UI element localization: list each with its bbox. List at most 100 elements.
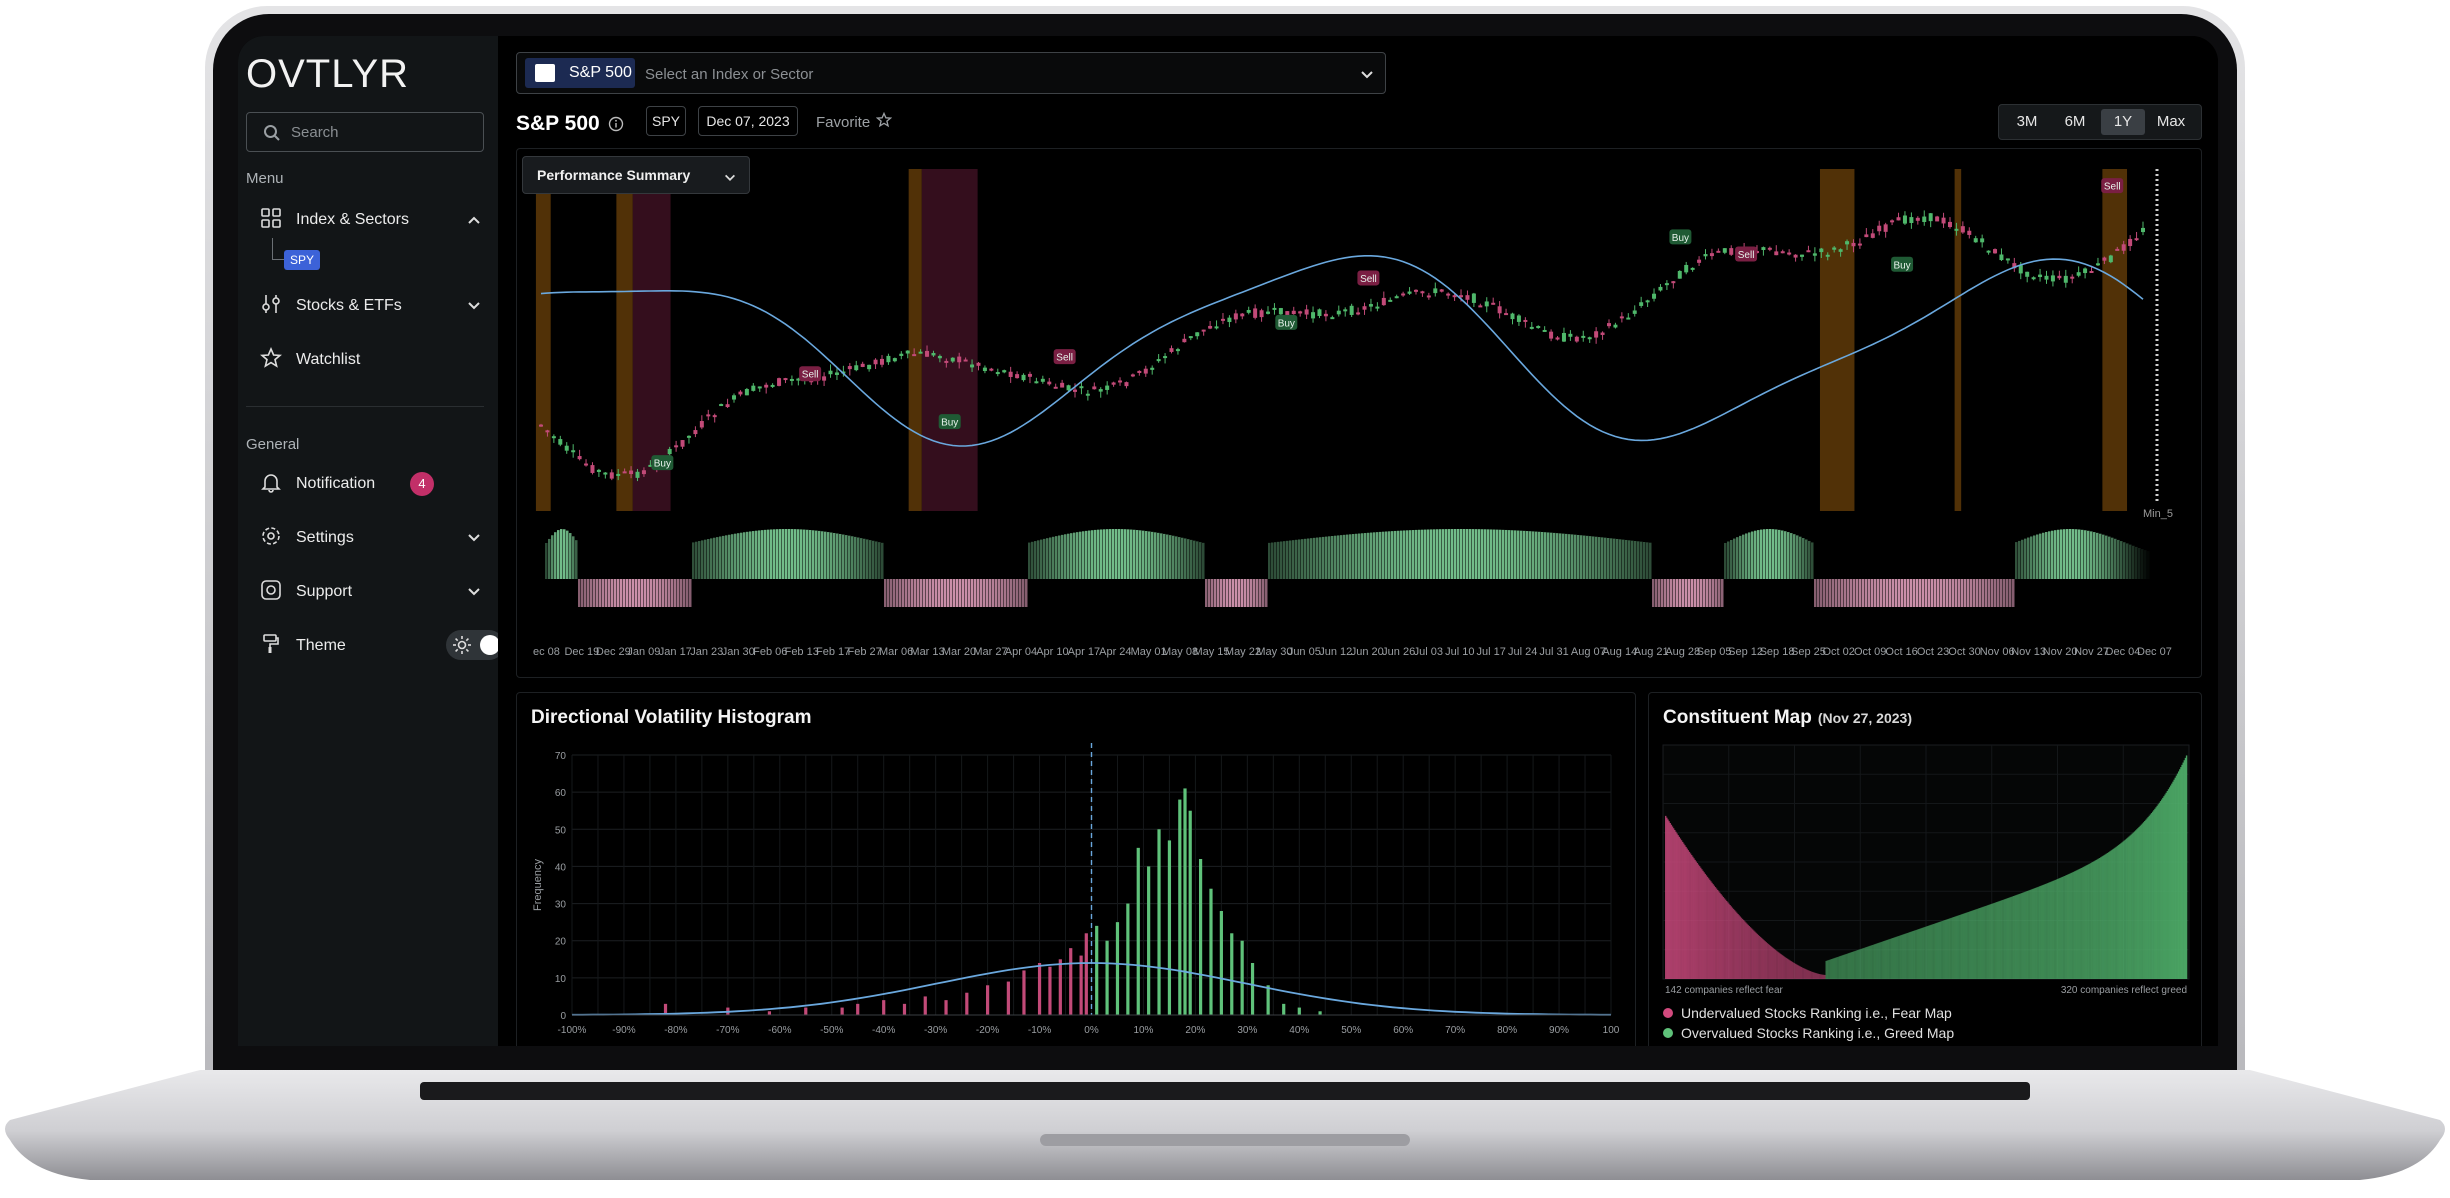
oscillator-bar-negative	[1664, 579, 1667, 607]
histogram-bar	[986, 985, 990, 1015]
x-tick-label: Mar 20	[942, 646, 976, 658]
oscillator-bar-negative	[647, 579, 650, 607]
sidebar-item-support[interactable]: Support	[260, 576, 482, 608]
candle-body	[1729, 248, 1734, 255]
sell-signal-marker[interactable]	[1053, 349, 1076, 365]
oscillator-bar-negative	[1256, 579, 1259, 607]
greed-bar	[2158, 802, 2161, 979]
fear-bar	[1713, 885, 1716, 979]
sidebar-item-watchlist[interactable]: Watchlist	[260, 344, 482, 376]
fear-bar	[1685, 846, 1687, 979]
sidebar-subitem-spy[interactable]: SPY	[284, 250, 320, 270]
candle-body	[1993, 249, 1998, 254]
oscillator-bar-negative	[977, 579, 980, 607]
candle-body	[1368, 304, 1373, 307]
histogram-bar	[1006, 981, 1010, 1015]
candle-body	[1195, 332, 1200, 337]
candle-body	[1471, 293, 1476, 303]
x-tick-label: Feb 06	[753, 646, 787, 658]
theme-toggle[interactable]	[446, 630, 504, 660]
general-label: General	[246, 436, 300, 453]
candle-body	[1227, 317, 1232, 323]
selected-index-chip[interactable]: S&P 500	[525, 58, 635, 88]
sidebar-item-settings[interactable]: Settings	[260, 522, 482, 554]
chevron-down-icon[interactable]	[466, 298, 482, 314]
oscillator-bar-negative	[677, 579, 680, 607]
buy-signal-marker[interactable]	[1275, 314, 1298, 330]
histogram-bar	[1115, 922, 1120, 1015]
candle-body	[1208, 325, 1213, 329]
greed-bar	[1970, 911, 1972, 979]
oscillator-bar-positive	[1457, 529, 1460, 579]
greed-bar	[2184, 757, 2187, 979]
oscillator-bar-positive	[1394, 530, 1397, 579]
candle-body	[1761, 247, 1766, 251]
candle-body	[1439, 289, 1444, 292]
lifebuoy-icon	[261, 580, 281, 600]
oscillator-bar-positive	[875, 541, 878, 579]
oscillator-bar-negative	[1247, 579, 1250, 607]
sell-signal-marker[interactable]	[2101, 178, 2124, 194]
candle-body	[1298, 311, 1303, 314]
range-6m-button[interactable]: 6M	[2064, 113, 2086, 130]
buy-signal-marker[interactable]	[1669, 229, 1692, 245]
search-input[interactable]: Search	[246, 112, 484, 152]
range-max-button[interactable]: Max	[2156, 113, 2186, 130]
fear-bar	[1810, 971, 1813, 979]
oscillator-bar-positive	[1766, 529, 1769, 579]
range-1y-button[interactable]: 1Y	[2101, 109, 2145, 135]
greed-bar	[2037, 886, 2040, 979]
price-chart[interactable]: Buy Sell Buy Sell Buy Sell Buy Sell Buy Sell Min_5…	[517, 149, 2203, 679]
candle-body	[1703, 254, 1708, 257]
greed-bar	[1850, 952, 1852, 979]
oscillator-bar-positive	[1406, 530, 1409, 579]
oscillator-bar-positive	[545, 543, 548, 579]
candle-body	[1812, 253, 1817, 256]
oscillator-bar-positive	[1136, 530, 1139, 579]
fear-bar	[1736, 912, 1738, 979]
sidebar-item-notification[interactable]: Notification 4	[260, 468, 482, 500]
performance-summary-dropdown[interactable]: Performance Summary	[522, 156, 750, 194]
histogram-bar	[1022, 970, 1026, 1015]
favorite-button[interactable]: Favorite	[816, 112, 892, 131]
index-selector[interactable]: S&P 500 Select an Index or Sector	[516, 52, 1386, 94]
histogram-bar	[944, 1000, 948, 1015]
candle-body	[1484, 301, 1489, 307]
chevron-down-icon[interactable]	[1359, 67, 1375, 83]
sidebar-item-index-sectors[interactable]: Index & Sectors	[260, 204, 482, 236]
buy-signal-marker[interactable]	[938, 414, 961, 430]
greed-bar	[2017, 894, 2019, 979]
sell-signal-marker[interactable]	[799, 366, 822, 382]
greed-bar	[1831, 958, 1833, 979]
sell-signal-marker[interactable]	[1357, 270, 1380, 286]
candle-body	[1806, 250, 1811, 253]
histogram-bar	[1219, 911, 1223, 1015]
oscillator-bar-positive	[2117, 539, 2120, 579]
x-tick-label: Dec 29	[596, 646, 631, 658]
oscillator-bar-positive	[1451, 529, 1454, 579]
fear-bar	[1790, 961, 1792, 979]
range-3m-button[interactable]: 3M	[2016, 113, 2038, 130]
oscillator-bar-positive	[1028, 542, 1031, 579]
oscillator-bar-positive	[1085, 530, 1088, 579]
oscillator-bar-positive	[1412, 530, 1415, 579]
chevron-down-icon[interactable]	[466, 530, 482, 546]
histogram-bar	[1297, 1007, 1301, 1015]
info-icon[interactable]	[608, 116, 624, 132]
oscillator-bar-negative	[986, 579, 989, 607]
sell-signal-marker[interactable]	[1735, 246, 1758, 262]
oscillator-bar-positive	[1124, 529, 1127, 579]
chevron-up-icon[interactable]	[466, 212, 482, 228]
oscillator-bar-negative	[941, 579, 944, 607]
oscillator-bar-negative	[983, 579, 986, 607]
sun-icon	[453, 636, 471, 654]
chevron-down-icon[interactable]	[466, 584, 482, 600]
fear-bar	[1740, 917, 1743, 979]
oscillator-bar-positive	[1745, 533, 1748, 579]
candle-body	[860, 363, 865, 367]
candle-body	[1420, 291, 1425, 294]
buy-signal-marker[interactable]	[1891, 256, 1914, 272]
oscillator-bar-positive	[1535, 531, 1538, 579]
sidebar-item-stocks-etfs[interactable]: Stocks & ETFs	[260, 290, 482, 322]
buy-signal-marker[interactable]	[651, 455, 674, 471]
